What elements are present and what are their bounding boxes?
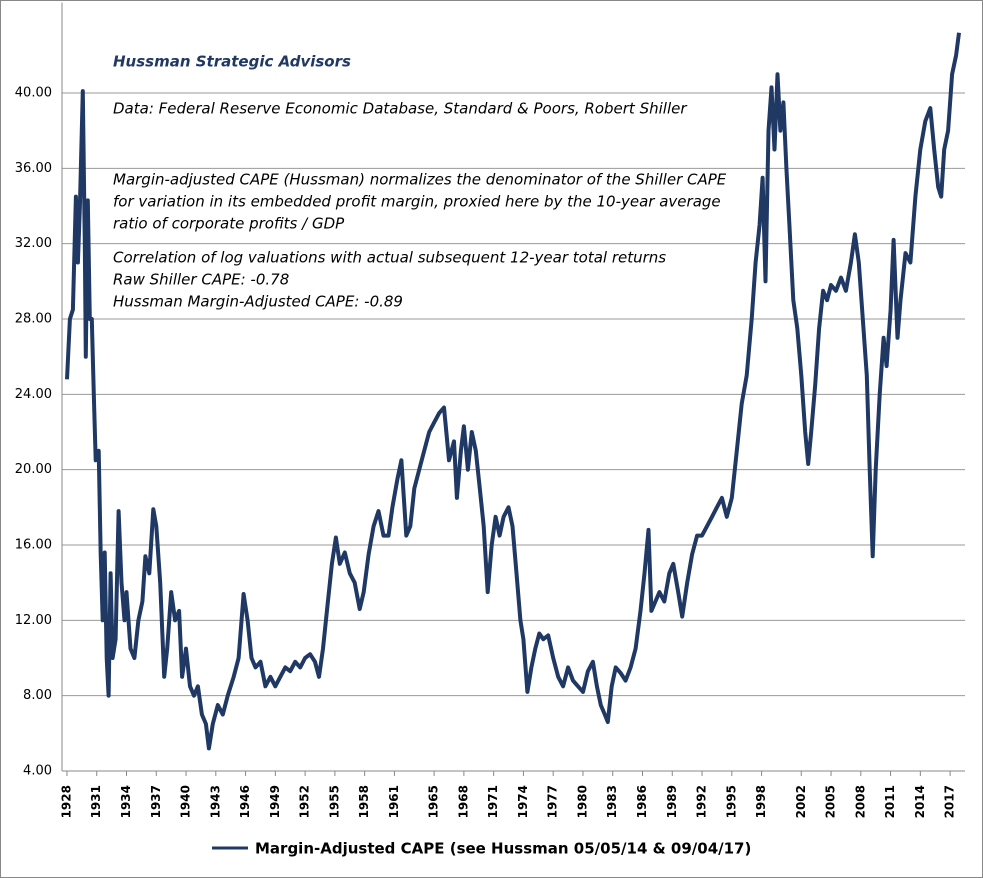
annotation: Data: Federal Reserve Economic Database,… <box>113 100 687 118</box>
x-tick-label: 1952 <box>298 785 312 818</box>
x-tick-label: 1965 <box>427 785 441 818</box>
x-tick-label: 1955 <box>327 785 341 818</box>
x-tick-label: 1968 <box>456 785 470 818</box>
x-tick-label: 1961 <box>387 785 401 818</box>
x-tick-label: 1971 <box>486 785 500 818</box>
annotation: Margin-adjusted CAPE (Hussman) normalize… <box>113 171 727 189</box>
y-tick-label: 40.00 <box>15 86 52 101</box>
y-tick-label: 4.00 <box>23 764 52 779</box>
annotation: Raw Shiller CAPE: -0.78 <box>113 271 289 289</box>
y-tick-label: 36.00 <box>15 161 52 176</box>
y-tick-label: 12.00 <box>15 613 52 628</box>
y-tick-label: 16.00 <box>15 538 52 553</box>
y-tick-label: 28.00 <box>15 312 52 327</box>
x-tick-label: 2002 <box>794 785 808 818</box>
y-tick-label: 32.00 <box>15 236 52 251</box>
x-tick-label: 2011 <box>883 785 897 818</box>
x-tick-label: 1980 <box>575 785 589 818</box>
y-tick-label: 8.00 <box>23 688 52 703</box>
x-tick-label: 2017 <box>943 785 957 818</box>
x-tick-label: 1949 <box>268 785 282 818</box>
source-title: Hussman Strategic Advisors <box>113 53 351 71</box>
x-tick-label: 2008 <box>853 785 867 818</box>
x-tick-label: 2014 <box>913 785 927 818</box>
y-tick-label: 24.00 <box>15 387 52 402</box>
y-tick-label: 20.00 <box>15 462 52 477</box>
x-tick-label: 1931 <box>89 785 103 818</box>
x-tick-label: 1998 <box>754 785 768 818</box>
x-tick-label: 1989 <box>665 785 679 818</box>
data-line <box>65 32 961 751</box>
legend-label: Margin-Adjusted CAPE (see Hussman 05/05/… <box>255 840 751 858</box>
x-tick-label: 2005 <box>824 785 838 818</box>
x-tick-label: 1946 <box>238 785 252 818</box>
annotation: Hussman Margin-Adjusted CAPE: -0.89 <box>113 293 403 311</box>
x-tick-label: 1928 <box>59 785 73 818</box>
x-tick-label: 1986 <box>635 785 649 818</box>
x-tick-label: 1983 <box>605 785 619 818</box>
annotation: for variation in its embedded profit mar… <box>113 193 721 211</box>
x-tick-label: 1940 <box>179 785 193 818</box>
x-tick-label: 1995 <box>724 785 738 818</box>
x-tick-label: 1934 <box>119 785 133 818</box>
x-tick-label: 1974 <box>516 785 530 818</box>
x-tick-label: 1958 <box>357 785 371 818</box>
x-tick-label: 1992 <box>695 785 709 818</box>
annotation: Correlation of log valuations with actua… <box>113 249 666 267</box>
x-tick-label: 1943 <box>208 785 222 818</box>
x-tick-label: 1977 <box>546 785 560 818</box>
x-tick-label: 1937 <box>149 785 163 818</box>
annotation: ratio of corporate profits / GDP <box>113 215 345 233</box>
